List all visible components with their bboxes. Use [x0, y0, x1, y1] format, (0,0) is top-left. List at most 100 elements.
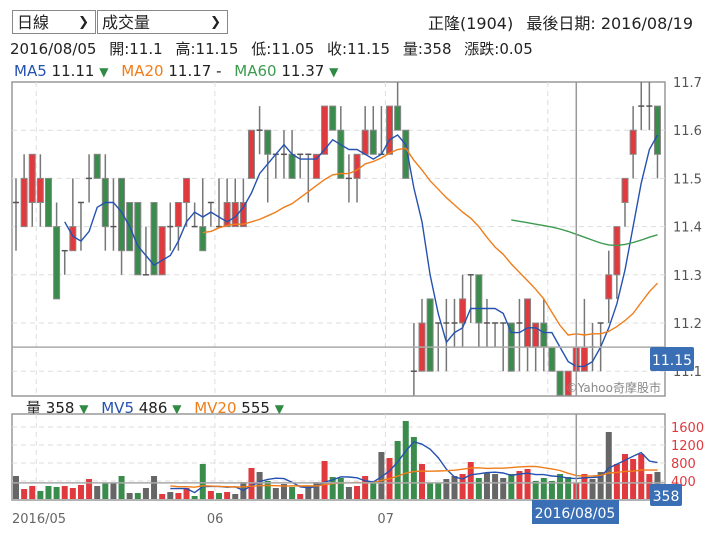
- candle-body: [288, 153, 296, 179]
- info-high: 高:11.15: [175, 40, 239, 58]
- candle-body: [20, 177, 28, 228]
- volume-bar: [475, 477, 482, 499]
- volume-bar: [86, 479, 93, 499]
- volume-plot-frame: [11, 413, 666, 501]
- price-tick-label: 11.7: [673, 76, 702, 91]
- candle-body: [36, 177, 44, 203]
- volume-bar: [297, 494, 304, 499]
- candle-body: [337, 129, 345, 179]
- candle-body: [312, 153, 320, 179]
- candle-body: [53, 226, 61, 300]
- volume-bar: [321, 461, 328, 499]
- period-select[interactable]: 日線 ❯: [12, 10, 96, 34]
- candle-body: [361, 129, 369, 155]
- candle-body: [459, 298, 467, 324]
- candle-body: [605, 274, 613, 300]
- candle-body: [264, 129, 272, 155]
- volume-bar: [232, 494, 239, 499]
- vol-value: 358: [45, 399, 75, 417]
- date-axis-label: 07: [377, 512, 394, 527]
- candle-body: [150, 202, 158, 276]
- indicator-select-value: 成交量: [102, 13, 151, 32]
- volume-bar: [110, 482, 117, 499]
- volume-bar: [402, 421, 409, 499]
- candle-body: [44, 177, 52, 228]
- info-low: 低:11.05: [251, 40, 315, 58]
- mv20-label: MV20: [194, 399, 237, 417]
- volume-bar: [289, 486, 296, 499]
- volume-bar: [37, 490, 44, 499]
- mv20-trend-icon: ▼: [274, 402, 284, 416]
- volume-bar: [548, 481, 555, 499]
- candle-body: [548, 346, 556, 372]
- volume-bar: [118, 476, 125, 499]
- price-tick-label: 11.5: [673, 172, 702, 187]
- candle-body: [158, 226, 166, 276]
- volume-bar: [638, 454, 645, 499]
- candle-body: [629, 129, 637, 155]
- candle-body: [369, 129, 377, 155]
- ma20-line: [202, 147, 659, 336]
- volume-bar: [508, 474, 515, 499]
- candle-body: [174, 202, 182, 228]
- candle-body: [353, 153, 361, 179]
- volume-bar: [191, 495, 198, 499]
- volume-bar: [500, 477, 507, 499]
- volume-bar: [427, 482, 434, 499]
- volume-highlight-label: 358: [653, 489, 680, 505]
- stock-header: 正隆(1904) 最後日期: 2016/08/19: [428, 10, 693, 34]
- ma20-label: MA20: [121, 62, 164, 80]
- ma60-trend-icon: ▼: [329, 65, 339, 79]
- candle-body: [653, 105, 661, 155]
- volume-bar: [13, 476, 19, 499]
- candle-body: [247, 129, 255, 179]
- volume-bar: [329, 476, 336, 499]
- chevron-down-icon: ❯: [78, 15, 89, 30]
- candle-body: [621, 177, 629, 203]
- candle-body: [321, 105, 329, 155]
- volume-bar: [589, 479, 596, 499]
- volume-bar: [370, 482, 377, 499]
- volume-bar: [492, 474, 499, 499]
- ma20-value: 11.17: [168, 62, 212, 80]
- ma60-value: 11.37: [281, 62, 325, 80]
- volume-bar: [134, 493, 141, 499]
- price-tick-label: 11.4: [673, 221, 702, 236]
- ma60-line: [511, 219, 658, 247]
- volume-bar: [443, 479, 450, 499]
- vol-trend-icon: ▼: [79, 402, 89, 416]
- volume-bar: [581, 474, 588, 499]
- candle-body: [556, 370, 564, 396]
- candle-body: [564, 370, 572, 396]
- info-close: 收:11.15: [327, 40, 391, 58]
- period-select-value: 日線: [17, 13, 50, 32]
- candle-body: [386, 105, 394, 155]
- volume-bar: [102, 482, 109, 499]
- price-tick-label: 11.3: [673, 269, 702, 284]
- candle-body: [540, 322, 548, 348]
- volume-bar: [94, 485, 101, 499]
- indicator-select[interactable]: 成交量 ❯: [97, 10, 228, 34]
- price-highlight-label: 11.15: [652, 353, 692, 369]
- volume-bar: [126, 493, 133, 499]
- vol-label: 量: [26, 399, 42, 417]
- volume-bar: [613, 463, 620, 499]
- volume-bar: [646, 474, 653, 499]
- volume-bar: [224, 492, 231, 499]
- volume-bar: [354, 485, 361, 499]
- volume-bar: [280, 484, 287, 499]
- volume-bar: [459, 474, 466, 499]
- date-axis-label: 2016/05: [12, 512, 66, 527]
- date-highlight-box: [532, 500, 619, 524]
- price-highlight-box: [650, 347, 694, 371]
- candle-body: [231, 202, 239, 228]
- volume-bar: [516, 471, 523, 499]
- volume-bar: [69, 488, 76, 499]
- volume-bar: [53, 486, 60, 499]
- volume-bar: [345, 486, 352, 499]
- candle-body: [426, 298, 434, 372]
- ma20-trend: -: [216, 62, 222, 80]
- candle-body: [199, 226, 207, 252]
- ma5-value: 11.11: [51, 62, 95, 80]
